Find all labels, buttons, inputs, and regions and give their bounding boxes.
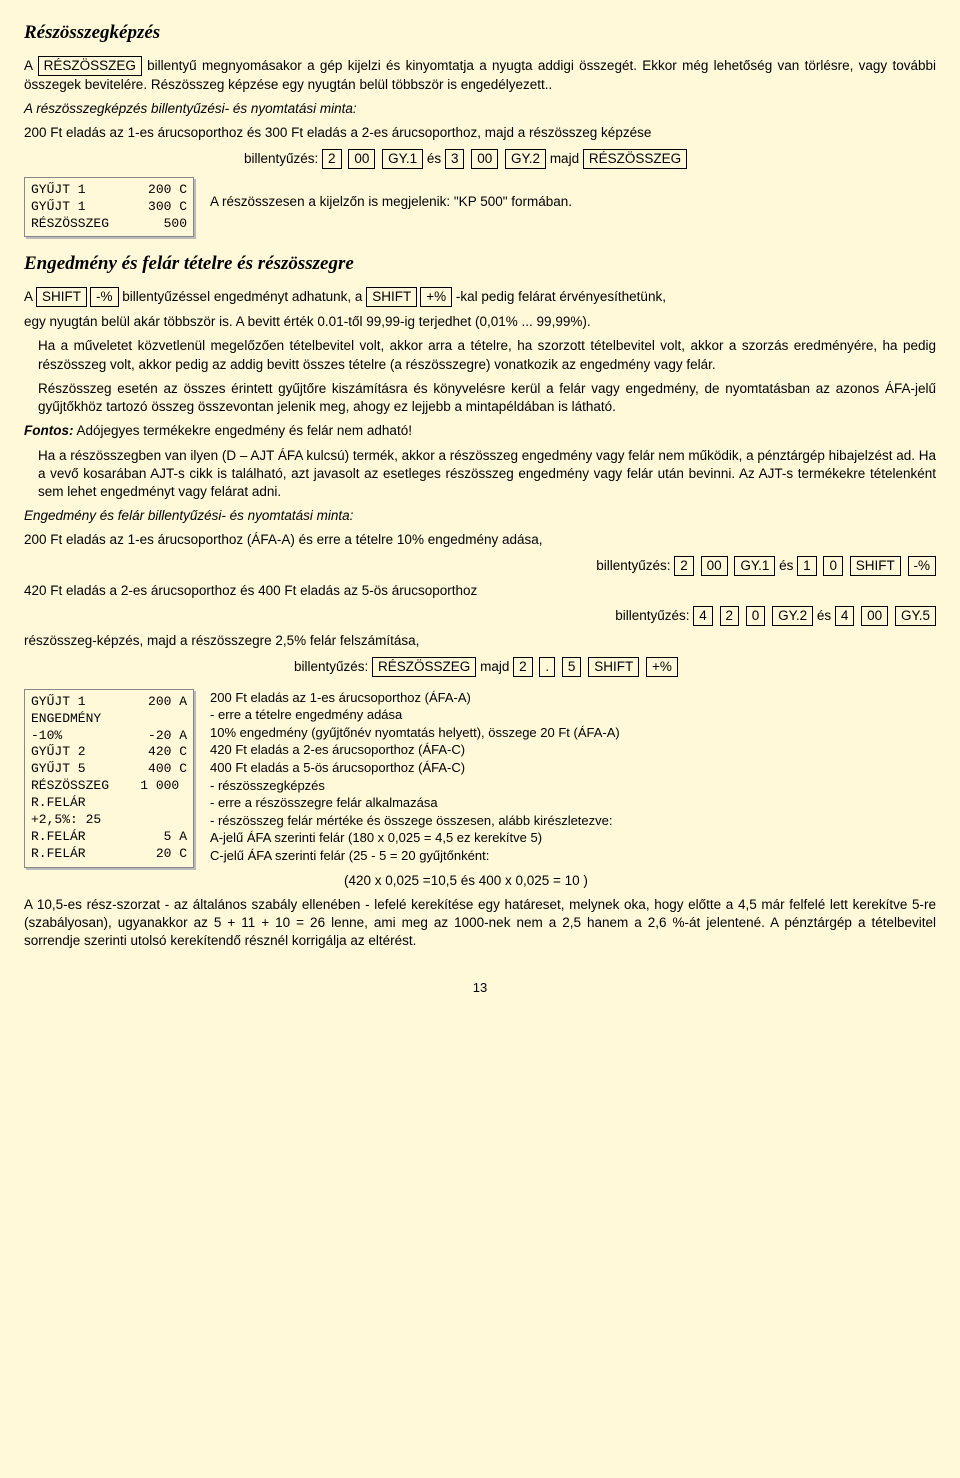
section2-p9: részösszeg-képzés, majd a részösszegre 2… — [24, 632, 936, 650]
key-shift: SHIFT — [36, 287, 87, 307]
expl-row: 200 Ft eladás az 1-es árucsoporthoz (ÁFA… — [210, 689, 624, 707]
expl-row: - erre a tételre engedmény adása — [210, 706, 624, 724]
key-2: 2 — [720, 606, 740, 626]
expl-row: 420 Ft eladás a 2-es árucsoporthoz (ÁFA-… — [210, 741, 624, 759]
key-00: 00 — [701, 556, 728, 576]
text: -kal pedig felárat érvényesíthetünk, — [452, 289, 666, 304]
receipt-box-1-explain: A részösszesen a kijelzőn is megjelenik:… — [210, 177, 572, 211]
section2-p4: Részösszeg esetén az összes érintett gyű… — [38, 380, 936, 416]
section2-p10: A 10,5-es rész-szorzat - az általános sz… — [24, 896, 936, 951]
text: A — [24, 289, 36, 304]
key-reszosszeg2: RÉSZÖSSZEG — [583, 149, 687, 169]
keystrokes-C: billentyűzés: RÉSZÖSSZEG majd 2 . 5 SHIF… — [24, 657, 936, 677]
text: és — [779, 558, 797, 573]
text: és — [817, 608, 835, 623]
section2-p6: Engedmény és felár billentyűzési- és nyo… — [24, 507, 936, 525]
key-pluspc: +% — [646, 657, 678, 677]
key-shift2: SHIFT — [366, 287, 417, 307]
key-0: 0 — [823, 556, 843, 576]
key-dot: . — [539, 657, 555, 677]
section1-example-row: GYŰJT 1 200 C GYŰJT 1 300 C RÉSZÖSSZEG 5… — [24, 177, 936, 238]
label: billentyűzés: — [244, 151, 322, 166]
receipt-box-2-explain: 200 Ft eladás az 1-es árucsoporthoz (ÁFA… — [210, 689, 624, 864]
key-reszosszeg: RÉSZÖSSZEG — [372, 657, 476, 677]
section1-para1: A RÉSZÖSSZEG billentyű megnyomásakor a g… — [24, 56, 936, 94]
key-2: 2 — [322, 149, 342, 169]
key-gy1: GY.1 — [734, 556, 775, 576]
key-3: 3 — [445, 149, 465, 169]
section1-para3: 200 Ft eladás az 1-es árucsoporthoz és 3… — [24, 124, 936, 142]
receipt-box-1: GYŰJT 1 200 C GYŰJT 1 300 C RÉSZÖSSZEG 5… — [24, 177, 194, 238]
key-shift: SHIFT — [588, 657, 639, 677]
keystrokes-A: billentyűzés: 2 00 GY.1 és 1 0 SHIFT -% — [24, 556, 936, 576]
key-minuspc: -% — [90, 287, 119, 307]
page-number: 13 — [24, 979, 936, 997]
key-00: 00 — [348, 149, 375, 169]
expl-row: 400 Ft eladás a 5-ös árucsoporthoz (ÁFA-… — [210, 759, 624, 777]
key-2: 2 — [513, 657, 533, 677]
section2-example-row: GYŰJT 1 200 A ENGEDMÉNY -10% -20 A GYŰJT… — [24, 689, 936, 868]
section2-p5: Ha a részösszegben van ilyen (D – AJT ÁF… — [38, 447, 936, 502]
key-reszosszeg: RÉSZÖSSZEG — [38, 56, 142, 76]
key-00: 00 — [861, 606, 888, 626]
key-minuspc: -% — [908, 556, 937, 576]
text: majd — [480, 659, 513, 674]
expl-row: C-jelű ÁFA szerinti felár (25 - 5 = 20 g… — [210, 847, 624, 865]
expl-last: (420 x 0,025 =10,5 és 400 x 0,025 = 10 ) — [24, 872, 936, 890]
key-shift: SHIFT — [850, 556, 901, 576]
key-gy5: GY.5 — [895, 606, 936, 626]
label: billentyűzés: — [596, 558, 674, 573]
key-00b: 00 — [471, 149, 498, 169]
section2-p2: egy nyugtán belül akár többször is. A be… — [24, 313, 936, 331]
key-gy1: GY.1 — [382, 149, 423, 169]
fontos-text: Adójegyes termékekre engedmény és felár … — [74, 423, 412, 438]
section2-fontos: Fontos: Adójegyes termékekre engedmény é… — [24, 422, 936, 440]
section1-para2: A részösszegképzés billentyűzési- és nyo… — [24, 100, 936, 118]
text: billentyűzéssel engedményt adhatunk, a — [119, 289, 367, 304]
section2-p8: 420 Ft eladás a 2-es árucsoporthoz és 40… — [24, 582, 936, 600]
key-gy2: GY.2 — [505, 149, 546, 169]
key-1: 1 — [797, 556, 817, 576]
receipt-box-2: GYŰJT 1 200 A ENGEDMÉNY -10% -20 A GYŰJT… — [24, 689, 194, 868]
key-gy2: GY.2 — [772, 606, 813, 626]
text: billentyű megnyomásakor a gép kijelzi és… — [24, 58, 936, 92]
fontos-label: Fontos: — [24, 423, 74, 438]
section2-p1: A SHIFT-% billentyűzéssel engedményt adh… — [24, 287, 936, 307]
section2-p3: Ha a műveletet közvetlenül megelőzően té… — [38, 337, 936, 373]
section2-title: Engedmény és felár tételre és részösszeg… — [24, 251, 936, 277]
section1-title: Részösszegképzés — [24, 20, 936, 46]
expl-row: 10% engedmény (gyűjtőnév nyomtatás helye… — [210, 724, 624, 742]
text: A — [24, 58, 38, 73]
expl-row: - részösszeg felár mértéke és összege ös… — [210, 812, 624, 830]
text: és — [427, 151, 445, 166]
label: billentyűzés: — [615, 608, 693, 623]
key-0: 0 — [746, 606, 766, 626]
key-4: 4 — [693, 606, 713, 626]
key-4b: 4 — [835, 606, 855, 626]
key-2: 2 — [674, 556, 694, 576]
expl-row: - részösszegképzés — [210, 777, 624, 795]
key-5: 5 — [562, 657, 582, 677]
key-pluspc: +% — [420, 287, 452, 307]
text: majd — [550, 151, 583, 166]
expl-row: - erre a részösszegre felár alkalmazása — [210, 794, 624, 812]
expl-row: A-jelű ÁFA szerinti felár (180 x 0,025 =… — [210, 829, 624, 847]
section1-keystrokes: billentyűzés: 2 00 GY.1 és 3 00 GY.2 maj… — [24, 149, 936, 169]
section2-p7: 200 Ft eladás az 1-es árucsoporthoz (ÁFA… — [24, 531, 936, 549]
keystrokes-B: billentyűzés: 4 2 0 GY.2 és 4 00 GY.5 — [24, 606, 936, 626]
label: billentyűzés: — [294, 659, 372, 674]
